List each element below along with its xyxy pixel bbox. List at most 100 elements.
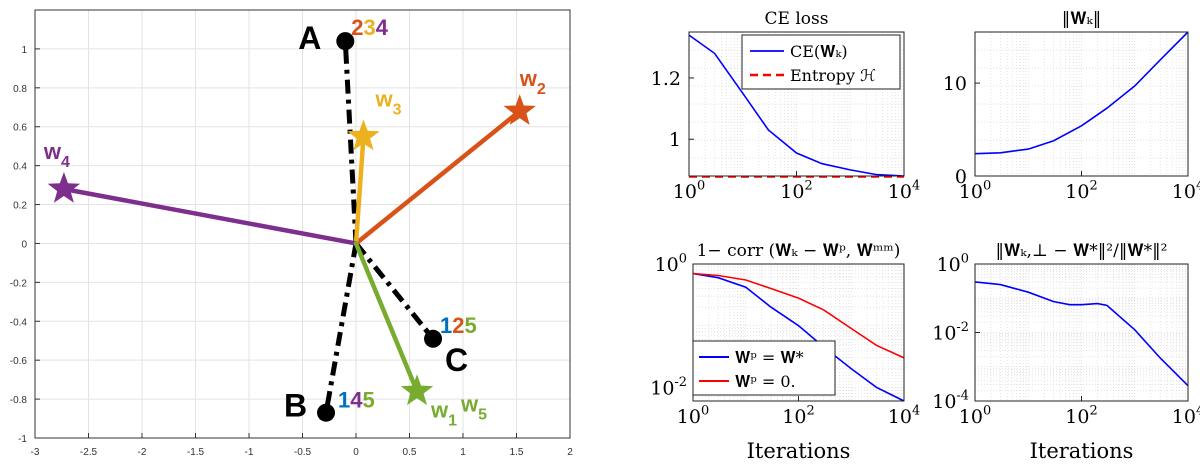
x-tick-label-exponent: 4	[912, 403, 920, 418]
plot-frame	[34, 9, 571, 439]
x-tick-label: -1.5	[187, 447, 205, 458]
vector-w4	[61, 186, 359, 246]
y-tick-label: 10-2	[650, 375, 687, 400]
vector-w2	[353, 108, 522, 246]
label-w5: w5	[460, 391, 487, 423]
weight-norm-chart: 100102104010‖𝐖ₖ‖	[943, 9, 1200, 203]
legend-label-ce: CE(𝐖ₖ)	[790, 42, 848, 61]
y-tick-label: 0.6	[13, 123, 27, 134]
legend-label-wp-zero: 𝐖ᵖ = 0.	[735, 372, 796, 391]
y-tick-label: -0.2	[10, 278, 28, 289]
point-a	[336, 32, 355, 51]
x-tick-label-base: 10	[959, 406, 983, 428]
label-w3-letter: w	[374, 86, 393, 111]
vector-w3	[353, 134, 366, 246]
y-tick-label-base: 10	[932, 323, 956, 345]
point-digit: 4	[350, 388, 363, 413]
y-tick-label: 10-2	[932, 320, 969, 345]
x-tick-label: -2	[138, 447, 147, 458]
star-w3	[347, 119, 380, 151]
x-tick-label-base: 10	[1172, 181, 1196, 203]
point-digit: 4	[376, 15, 389, 40]
x-tick-label-exponent: 4	[1196, 403, 1200, 418]
point-c	[424, 329, 443, 348]
y-tick-label: 100	[937, 251, 969, 276]
x-tick-label: 102	[780, 178, 812, 203]
dashed-line-a	[342, 40, 359, 244]
label-w5-letter: w	[460, 391, 479, 416]
series-line	[692, 272, 905, 402]
x-tick-label: 0	[353, 447, 359, 458]
point-digit: 5	[363, 388, 375, 413]
point-b	[317, 403, 336, 422]
x-tick-label-base: 10	[1172, 406, 1196, 428]
label-w1: w1	[430, 397, 457, 429]
x-tick-label-base: 10	[677, 406, 701, 428]
x-tick-label-base: 10	[673, 181, 697, 203]
point-digits-c: 125	[440, 313, 477, 338]
x-axis-label: Iterations	[747, 439, 851, 463]
point-digit: 5	[465, 313, 477, 338]
legend-label-entropy: Entropy ℋ	[790, 66, 876, 85]
y-tick-label: 100	[655, 251, 687, 276]
legend-box	[692, 340, 836, 396]
y-tick-label: 0	[21, 239, 27, 250]
series-line	[974, 281, 1189, 387]
point-digits-b: 145	[338, 388, 375, 413]
star-w4	[47, 172, 81, 203]
dashed-line-b	[323, 243, 359, 414]
y-tick-label-exponent: -2	[956, 320, 969, 335]
y-tick-label: 10-4	[932, 388, 969, 413]
label-w4: w4	[43, 139, 70, 171]
x-tick-label: 104	[888, 178, 920, 203]
x-tick-label: 0.5	[403, 447, 417, 458]
x-tick-label-exponent: 4	[1196, 178, 1200, 193]
star-w2	[503, 94, 536, 125]
x-tick-label-base: 10	[782, 406, 806, 428]
x-tick-label: 1.5	[510, 447, 524, 458]
x-tick-label: 102	[1065, 178, 1097, 203]
y-tick-label-exponent: 0	[961, 251, 969, 266]
point-label-a: A	[298, 20, 321, 56]
star-w1	[400, 374, 434, 406]
y-tick-label: -1	[18, 434, 27, 445]
y-tick-label: -0.8	[10, 395, 28, 406]
x-tick-label-base: 10	[888, 181, 912, 203]
y-tick-label-base: 10	[932, 391, 956, 413]
series-line	[974, 31, 1189, 155]
label-w2: w2	[519, 66, 546, 98]
y-tick-label-exponent: 0	[679, 251, 687, 266]
legend-box	[741, 34, 901, 90]
point-digit: 1	[440, 313, 452, 338]
label-w1-subscript: 1	[448, 412, 457, 429]
y-tick-label: -0.6	[10, 356, 28, 367]
panel-title: CE loss	[765, 9, 829, 29]
y-tick-label: 0.8	[13, 84, 27, 95]
series-line	[692, 272, 905, 359]
x-tick-label: -0.5	[294, 447, 312, 458]
x-tick-label-exponent: 2	[806, 403, 814, 418]
y-tick-label-base: 10	[650, 377, 674, 399]
point-label-b: B	[284, 388, 307, 424]
x-tick-label-exponent: 2	[804, 178, 812, 193]
x-tick-label: 100	[959, 178, 991, 203]
x-tick-label-base: 10	[959, 181, 983, 203]
x-tick-label-exponent: 0	[983, 178, 991, 193]
y-tick-label-exponent: -2	[674, 375, 687, 390]
y-tick-label-base: 10	[655, 254, 679, 276]
point-digit: 1	[338, 388, 350, 413]
panel-title: 1− corr (𝐖ₖ − 𝐖ᵖ, 𝐖ᵐᵐ)	[697, 241, 901, 261]
y-tick-label: 0.4	[13, 162, 27, 173]
point-label-c: C	[445, 342, 468, 378]
y-tick-label: 1	[669, 129, 681, 151]
plot-area	[975, 264, 1188, 401]
x-tick-label: 104	[888, 403, 920, 428]
y-tick-label: -0.4	[10, 317, 28, 328]
point-digits-a: 234	[351, 15, 389, 40]
y-tick-label: 1	[21, 45, 27, 56]
x-tick-label: 1	[460, 447, 466, 458]
y-tick-label: 10	[943, 73, 967, 95]
